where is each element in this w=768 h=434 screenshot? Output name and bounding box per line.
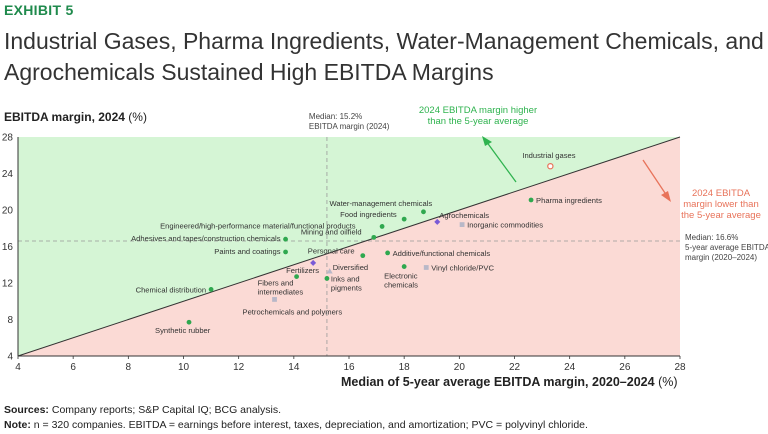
x-axis-label: Median of 5-year average EBITDA margin, … <box>341 375 678 389</box>
data-point <box>434 218 441 225</box>
x-tick-label: 14 <box>288 362 300 373</box>
data-point-label: Synthetic rubber <box>155 326 211 335</box>
x-tick-label: 18 <box>399 362 411 373</box>
footer-sources: Sources: Company reports; S&P Capital IQ… <box>4 404 281 416</box>
data-point <box>310 259 317 266</box>
data-point-label: Personal care <box>308 247 355 256</box>
y-axis-label: EBITDA margin, 2024 (%) <box>4 110 147 124</box>
data-point <box>186 319 192 325</box>
x-tick-label: 22 <box>509 362 521 373</box>
x-tick-label: 24 <box>564 362 576 373</box>
y-tick-label: 28 <box>2 133 14 144</box>
y-axis-label-unit: (%) <box>128 110 147 124</box>
data-point-label: Water-management chemicals <box>329 199 432 208</box>
annotation-lower-arrow-head <box>661 191 671 202</box>
annotation-higher-arrow-head <box>482 136 492 146</box>
data-point-label: Vinyl chloride/PVC <box>431 263 494 272</box>
x-tick-label: 20 <box>454 362 466 373</box>
data-point <box>423 265 429 270</box>
x-tick-label: 10 <box>178 362 190 373</box>
data-point-label: Paints and coatings <box>214 247 280 256</box>
data-point <box>379 224 385 229</box>
data-point-label: pigments <box>331 283 362 292</box>
data-point <box>547 162 554 170</box>
data-point <box>385 250 391 256</box>
data-point <box>283 249 288 255</box>
data-point-label: chemicals <box>384 281 418 290</box>
median-horizontal-annotation: margin (2020–2024) <box>685 253 757 262</box>
data-point-label: Food ingredients <box>340 210 397 219</box>
y-tick-label: 8 <box>7 315 13 326</box>
annotation-lower-text: 2024 EBITDA <box>692 188 751 199</box>
footer-note: Note: n = 320 companies. EBITDA = earnin… <box>4 419 588 431</box>
x-tick-label: 26 <box>619 362 631 373</box>
data-point <box>459 222 465 227</box>
y-tick-label: 4 <box>7 352 13 363</box>
x-tick-label: 16 <box>343 362 355 373</box>
data-point-label: Fibers and <box>258 279 294 288</box>
data-point <box>283 236 288 242</box>
page-title: Industrial Gases, Pharma Ingredients, Wa… <box>4 28 764 85</box>
note-label: Note: <box>4 419 31 431</box>
y-tick-label: 12 <box>2 279 14 290</box>
annotation-higher-text: 2024 EBITDA margin higher <box>419 105 537 116</box>
data-point-label: intermediates <box>258 288 304 297</box>
note-text: n = 320 companies. EBITDA = earnings bef… <box>33 419 588 431</box>
data-point-label: Adhesives and tapes/construction chemica… <box>131 234 281 243</box>
data-point <box>401 216 407 222</box>
data-point-label: Mining and oilfield <box>301 227 362 236</box>
annotation-higher-text: than the 5-year average <box>428 116 529 127</box>
data-point-label: Inks and <box>331 274 360 283</box>
data-point-label: Petrochemicals and polymers <box>243 307 343 316</box>
data-point <box>324 276 330 281</box>
y-tick-label: 24 <box>2 169 14 180</box>
annotation-lower-text: margin lower than <box>683 199 759 210</box>
x-tick-label: 6 <box>70 362 76 373</box>
median-vertical-annotation: EBITDA margin (2024) <box>309 122 390 131</box>
x-axis-label-main: Median of 5-year average EBITDA margin, … <box>341 375 655 389</box>
data-point-label: Additive/functional chemicals <box>393 249 491 258</box>
x-tick-label: 28 <box>674 362 686 373</box>
data-point-label: Chemical distribution <box>136 285 206 294</box>
median-vertical-annotation: Median: 15.2% <box>309 112 362 121</box>
data-point <box>401 264 407 269</box>
data-point <box>528 197 534 203</box>
data-point <box>272 297 277 302</box>
median-horizontal-annotation: 5-year average EBITDA <box>685 243 768 252</box>
data-point <box>421 209 426 215</box>
data-point <box>360 253 366 259</box>
data-point <box>294 274 299 280</box>
y-tick-label: 16 <box>2 242 14 253</box>
median-horizontal-annotation: Median: 16.6% <box>685 233 738 242</box>
sources-text: Company reports; S&P Capital IQ; BCG ana… <box>51 404 282 416</box>
data-point <box>208 286 214 292</box>
y-axis-label-main: EBITDA margin, 2024 <box>4 110 125 124</box>
data-point <box>371 234 377 240</box>
exhibit-label: EXHIBIT 5 <box>4 2 74 18</box>
data-point-label: Inorganic commodities <box>467 221 543 230</box>
data-point-label: Industrial gases <box>522 151 575 160</box>
data-point-label: Diversified <box>333 263 368 272</box>
y-tick-label: 20 <box>2 206 14 217</box>
x-axis-label-unit: (%) <box>658 375 678 389</box>
diagonal-line <box>17 136 681 357</box>
data-point-label: Electronic <box>384 272 418 281</box>
x-tick-label: 12 <box>233 362 245 373</box>
x-tick-label: 8 <box>126 362 132 373</box>
data-point-label: Engineered/high-performance material/fun… <box>160 221 356 230</box>
annotation-lower-text: the 5-year average <box>681 210 761 221</box>
data-point-label: Fertilizers <box>286 266 319 275</box>
sources-label: Sources: <box>4 404 49 416</box>
data-point-label: Pharma ingredients <box>536 196 602 205</box>
data-point-label: Agrochemicals <box>439 211 489 220</box>
x-tick-label: 4 <box>15 362 21 373</box>
annotation-lower-arrow-line <box>642 159 668 197</box>
data-point <box>326 268 333 274</box>
annotation-higher-arrow-line <box>485 140 517 183</box>
